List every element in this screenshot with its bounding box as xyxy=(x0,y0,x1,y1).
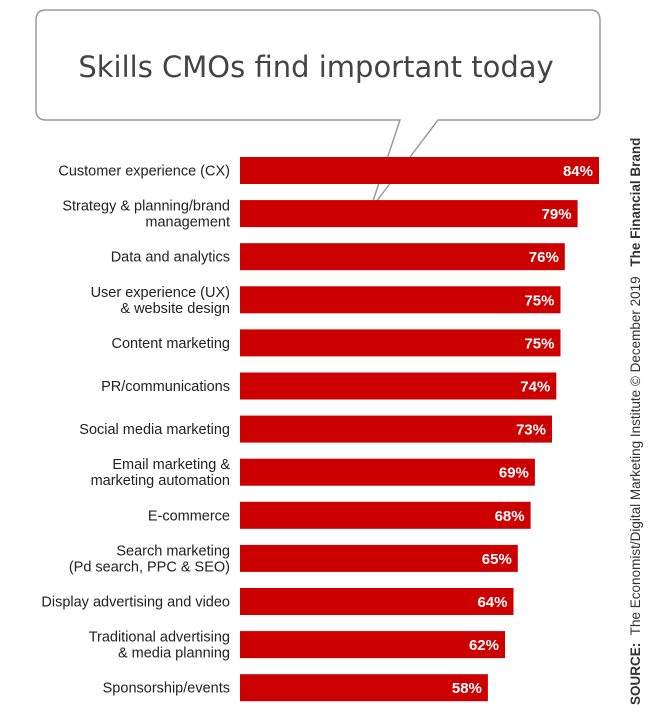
bar xyxy=(240,631,505,659)
category-label: E-commerce xyxy=(148,508,230,524)
source-prefix: SOURCE: xyxy=(628,643,643,705)
value-label: 74% xyxy=(520,379,550,396)
bar xyxy=(240,157,599,184)
bar xyxy=(240,458,535,486)
source-text: The Economist/Digital Marketing Institut… xyxy=(628,276,643,635)
value-label: 62% xyxy=(469,637,499,654)
value-label: 84% xyxy=(563,163,593,180)
value-label: 76% xyxy=(529,249,559,266)
bar xyxy=(240,329,561,357)
bar xyxy=(240,501,531,529)
value-label: 64% xyxy=(477,594,507,611)
category-label: Data and analytics xyxy=(111,250,230,266)
bar xyxy=(240,286,561,314)
category-label: Display advertising and video xyxy=(41,595,230,611)
category-label: PR/communications xyxy=(101,379,230,395)
category-label: Strategy & planning/brand management xyxy=(62,199,230,231)
bar xyxy=(240,588,514,615)
value-label: 75% xyxy=(524,292,554,309)
value-label: 79% xyxy=(542,206,572,223)
category-label: Email marketing & marketing automation xyxy=(91,457,231,489)
source-brand: The Financial Brand xyxy=(628,138,643,267)
category-label: Traditional advertising & media planning xyxy=(89,630,230,662)
value-label: 75% xyxy=(524,335,554,352)
category-label: User experience (UX) & website design xyxy=(91,285,230,317)
value-label: 69% xyxy=(499,465,529,482)
category-label: Content marketing xyxy=(112,336,230,352)
chart-title: Skills CMOs find important today xyxy=(78,50,553,84)
category-label: Search marketing (Pd search, PPC & SEO) xyxy=(69,543,230,575)
category-label: Customer experience (CX) xyxy=(58,164,230,180)
bar xyxy=(240,372,557,400)
value-label: 68% xyxy=(495,508,525,525)
value-label: 58% xyxy=(452,680,482,697)
value-label: 73% xyxy=(516,422,546,439)
bars-group: 84% Customer experience (CX) 79% Strategy &… xyxy=(41,157,599,702)
source-credit: SOURCE: The Economist/Digital Marketing … xyxy=(628,138,643,705)
bar xyxy=(240,243,565,271)
bar xyxy=(240,200,578,228)
bar xyxy=(240,415,552,443)
value-label: 65% xyxy=(482,551,512,568)
bar xyxy=(240,674,488,702)
bar xyxy=(240,544,518,572)
category-label: Social media marketing xyxy=(79,422,230,438)
category-label: Sponsorship/events xyxy=(103,681,230,697)
